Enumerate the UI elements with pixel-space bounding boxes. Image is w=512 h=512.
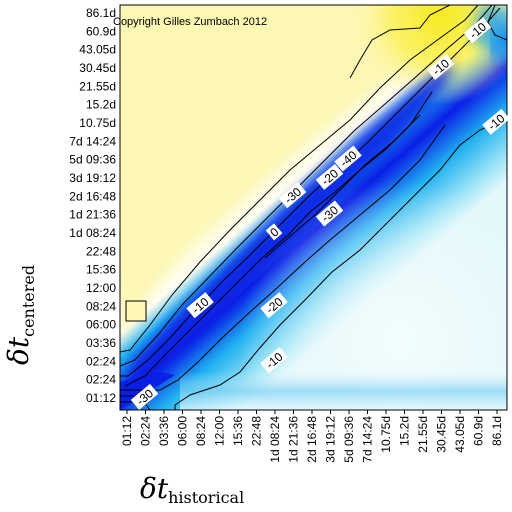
y-axis-symbol: δt: [2, 336, 35, 365]
x-tick-label: 43.05d: [453, 416, 467, 453]
y-tick-label: 3d 19:12: [69, 171, 116, 185]
y-tick-label: 10.75d: [79, 116, 116, 130]
x-tick-label: 12:00: [213, 416, 227, 446]
y-tick-label: 7d 14:24: [69, 134, 116, 148]
x-tick-label: 15:36: [231, 416, 245, 446]
y-axis: 01:12 02:24 02:24 03:36 06:00 08:24 12:00 15:36…: [69, 6, 116, 405]
x-tick-label: 21.55d: [416, 416, 430, 453]
y-tick-label: 06:00: [86, 318, 116, 332]
y-tick-label: 22:48: [86, 244, 116, 258]
x-tick-label: 3d 19:12: [324, 416, 338, 463]
x-tick-label: 5d 09:36: [342, 416, 356, 463]
copyright-note: Copyright Gilles Zumbach 2012: [113, 16, 267, 28]
x-tick-label: 30.45d: [435, 416, 449, 453]
y-tick-label: 15.2d: [86, 98, 116, 112]
x-tick-label: 06:00: [176, 416, 190, 446]
y-tick-label: 43.05d: [79, 43, 116, 57]
x-tick-label: 1d 08:24: [268, 416, 282, 463]
y-tick-label: 1d 08:24: [69, 226, 116, 240]
y-tick-label: 86.1d: [86, 6, 116, 20]
x-tick-label: 86.1d: [490, 416, 504, 446]
x-tick-label: 03:36: [157, 416, 171, 446]
x-tick-label: 7d 14:24: [361, 416, 375, 463]
x-axis-label: δthistorical: [140, 472, 244, 507]
positive-island: [125, 300, 147, 322]
x-axis-symbol: δt: [140, 472, 169, 505]
y-tick-label: 60.9d: [86, 24, 116, 38]
x-tick-label: 60.9d: [472, 416, 486, 446]
x-tick-label: 1d 21:36: [287, 416, 301, 463]
y-tick-label: 1d 21:36: [69, 208, 116, 222]
y-tick-label: 30.45d: [79, 61, 116, 75]
y-tick-label: 01:12: [86, 391, 116, 405]
contour-label: 0: [265, 223, 283, 241]
y-tick-label: 02:24: [86, 354, 116, 368]
x-tick-label: 10.75d: [379, 416, 393, 453]
y-axis-subscript: centered: [19, 265, 38, 337]
y-tick-label: 12:00: [86, 281, 116, 295]
x-tick-label: 2d 16:48: [305, 416, 319, 463]
x-tick-label: 02:24: [139, 416, 153, 446]
y-tick-label: 2d 16:48: [69, 189, 116, 203]
y-tick-label: 5d 09:36: [69, 153, 116, 167]
x-tick-label: 08:24: [194, 416, 208, 446]
y-tick-label: 21.55d: [79, 79, 116, 93]
y-tick-label: 15:36: [86, 263, 116, 277]
x-axis: 01:12 02:24 03:36 06:00 08:24 12:00 15:36 22:48…: [120, 410, 504, 463]
y-tick-label: 02:24: [86, 373, 116, 387]
x-axis-subscript: historical: [168, 488, 244, 507]
y-axis-label: δtcentered: [2, 265, 38, 365]
plot-frame: [119, 4, 508, 411]
y-tick-label: 03:36: [86, 336, 116, 350]
x-tick-label: 01:12: [120, 416, 134, 446]
y-tick-label: 08:24: [86, 299, 116, 313]
x-tick-label: 15.2d: [398, 416, 412, 446]
x-tick-label: 22:48: [250, 416, 264, 446]
